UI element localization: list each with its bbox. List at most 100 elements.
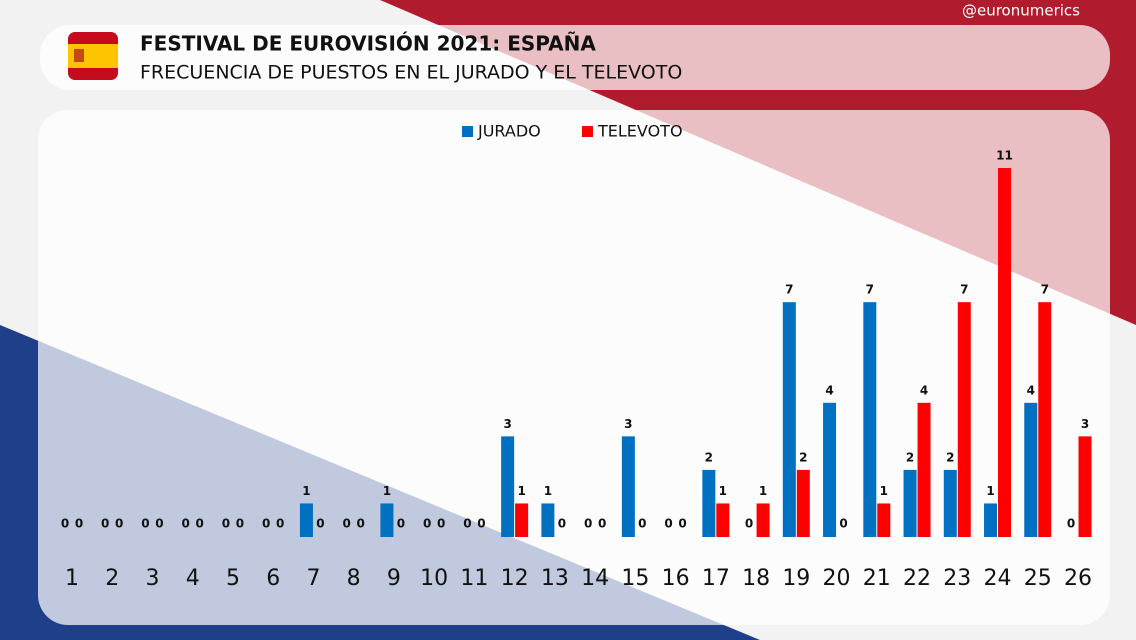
data-label: 0 <box>558 517 566 531</box>
data-label: 1 <box>986 484 994 498</box>
data-label: 7 <box>866 283 874 297</box>
chart-panel <box>38 110 1110 625</box>
data-label: 7 <box>785 283 793 297</box>
x-tick-label: 1 <box>65 566 79 591</box>
data-label: 1 <box>544 484 552 498</box>
data-label: 0 <box>598 517 606 531</box>
bar <box>380 503 394 537</box>
data-label: 1 <box>759 484 767 498</box>
flag <box>68 32 118 80</box>
data-label: 0 <box>115 517 123 531</box>
data-label: 0 <box>101 517 109 531</box>
credit: @euronumerics <box>962 2 1080 20</box>
legend-label: TELEVOTO <box>597 122 683 141</box>
x-tick-label: 6 <box>266 566 280 591</box>
x-tick-label: 17 <box>702 566 730 591</box>
data-label: 0 <box>397 517 405 531</box>
x-tick-label: 5 <box>226 566 240 591</box>
data-label: 0 <box>196 517 204 531</box>
data-label: 0 <box>638 517 646 531</box>
data-label: 3 <box>1081 417 1089 431</box>
data-label: 1 <box>880 484 888 498</box>
x-tick-label: 26 <box>1064 566 1092 591</box>
data-label: 2 <box>946 450 954 464</box>
data-label: 3 <box>503 417 511 431</box>
data-label: 0 <box>276 517 284 531</box>
x-tick-label: 22 <box>903 566 931 591</box>
chart-subtitle: FRECUENCIA DE PUESTOS EN EL JURADO Y EL … <box>140 62 682 84</box>
data-label: 4 <box>1027 383 1035 397</box>
bar <box>756 503 770 537</box>
bar <box>863 302 877 537</box>
bar <box>1078 436 1092 537</box>
data-label: 4 <box>920 383 928 397</box>
data-label: 0 <box>236 517 244 531</box>
x-tick-label: 24 <box>984 566 1012 591</box>
x-tick-label: 10 <box>420 566 448 591</box>
chart-title: FESTIVAL DE EUROVISIÓN 2021: ESPAÑA <box>140 32 596 56</box>
bar <box>501 436 515 537</box>
data-label: 0 <box>222 517 230 531</box>
data-label: 7 <box>960 283 968 297</box>
x-tick-label: 25 <box>1024 566 1052 591</box>
bar <box>823 402 837 537</box>
data-label: 0 <box>477 517 485 531</box>
data-label: 0 <box>141 517 149 531</box>
data-label: 11 <box>996 149 1013 163</box>
x-tick-label: 16 <box>662 566 690 591</box>
bar <box>877 503 891 537</box>
data-label: 0 <box>463 517 471 531</box>
x-tick-label: 21 <box>863 566 891 591</box>
data-label: 7 <box>1041 283 1049 297</box>
x-tick-label: 14 <box>581 566 609 591</box>
bar <box>1024 402 1038 537</box>
header-panel <box>40 25 1110 90</box>
data-label: 0 <box>61 517 69 531</box>
bar <box>796 469 810 537</box>
data-label: 0 <box>664 517 672 531</box>
data-label: 2 <box>906 450 914 464</box>
data-label: 0 <box>75 517 83 531</box>
bar <box>998 168 1012 537</box>
x-tick-label: 15 <box>621 566 649 591</box>
x-tick-label: 2 <box>105 566 119 591</box>
data-label: 0 <box>182 517 190 531</box>
data-label: 0 <box>584 517 592 531</box>
bar <box>621 436 635 537</box>
bar <box>541 503 555 537</box>
data-label: 0 <box>316 517 324 531</box>
bar <box>917 402 931 537</box>
x-tick-label: 12 <box>501 566 529 591</box>
legend-swatch <box>582 126 593 137</box>
bar <box>943 469 957 537</box>
data-label: 1 <box>383 484 391 498</box>
bar <box>1038 302 1052 537</box>
x-tick-label: 23 <box>943 566 971 591</box>
bar <box>702 469 716 537</box>
legend-swatch <box>462 126 473 137</box>
data-label: 0 <box>155 517 163 531</box>
data-label: 4 <box>825 383 833 397</box>
x-tick-label: 20 <box>823 566 851 591</box>
bar <box>903 469 917 537</box>
x-tick-label: 11 <box>460 566 488 591</box>
x-tick-label: 13 <box>541 566 569 591</box>
x-tick-label: 18 <box>742 566 770 591</box>
x-tick-label: 7 <box>306 566 320 591</box>
data-label: 2 <box>705 450 713 464</box>
x-tick-label: 4 <box>186 566 200 591</box>
data-label: 0 <box>343 517 351 531</box>
bar <box>299 503 313 537</box>
x-tick-label: 8 <box>347 566 361 591</box>
data-label: 1 <box>719 484 727 498</box>
data-label: 0 <box>262 517 270 531</box>
data-label: 0 <box>1067 517 1075 531</box>
x-tick-label: 9 <box>387 566 401 591</box>
data-label: 0 <box>839 517 847 531</box>
bar <box>984 503 998 537</box>
data-label: 2 <box>799 450 807 464</box>
legend-label: JURADO <box>477 122 541 141</box>
bar <box>716 503 730 537</box>
bar <box>782 302 796 537</box>
